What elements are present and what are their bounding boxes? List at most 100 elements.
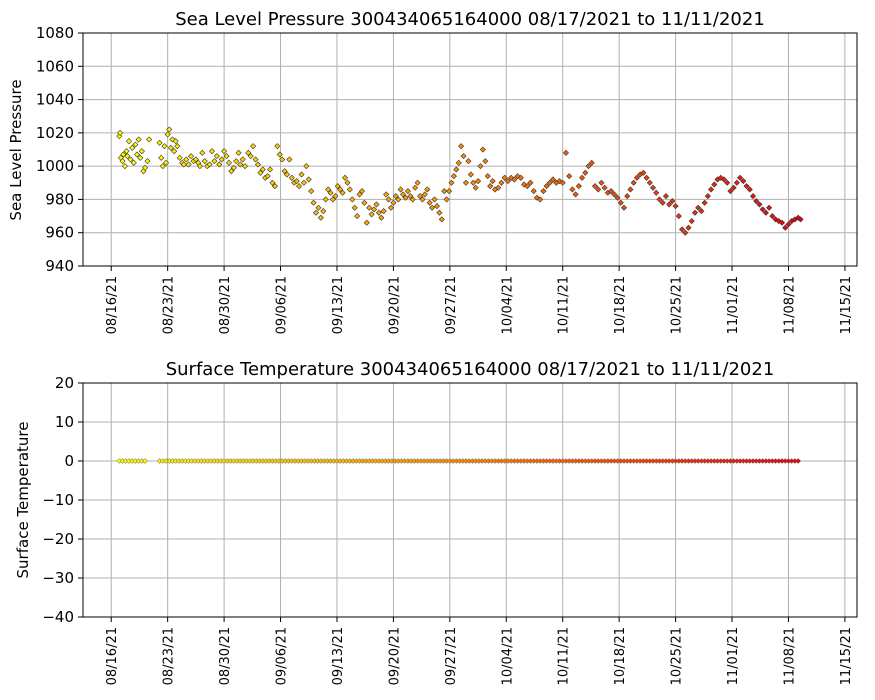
x-tick-label: 10/11/21 [557,627,572,685]
data-point [264,173,271,180]
data-point [346,186,353,193]
data-point [216,161,223,168]
data-point [172,138,179,145]
data-point [643,174,650,181]
x-tick-label: 09/20/21 [387,627,402,685]
data-point [482,158,489,165]
data-point [720,176,727,183]
data-point [239,156,246,163]
data-point [368,211,375,218]
data-point [414,179,421,186]
data-point [691,209,698,216]
x-tick-label: 09/20/21 [387,276,402,334]
x-tick-label: 08/16/21 [105,627,120,685]
data-point [371,206,378,213]
data-point [598,179,605,186]
data-point [675,213,682,220]
data-point [298,171,305,178]
data-point [283,171,291,178]
data-point [332,193,339,200]
data-point [312,209,320,216]
data-point [511,176,518,183]
data-point [559,179,566,186]
data-point [296,183,303,190]
temperature-y-ticks: −40 −30 −20 −10 0 10 20 [42,374,83,626]
pressure-grid [83,32,857,267]
data-point [320,208,327,215]
data-point [138,148,145,155]
data-point [601,184,608,191]
data-point [769,213,776,220]
pressure-chart: Sea Level Pressure 300434065164000 08/17… [7,9,858,334]
data-point [591,183,598,190]
y-tick-label: 1060 [36,57,74,75]
data-point [785,221,792,228]
data-point [163,159,170,166]
data-point [119,158,126,165]
data-point [144,158,151,165]
y-tick-label: 940 [45,257,74,275]
data-point [717,174,724,181]
pressure-plot-frame [82,32,858,267]
data-point [416,193,424,200]
data-point [213,153,220,160]
data-point [156,139,163,146]
data-point [479,146,486,153]
data-point [436,209,443,216]
data-point [433,203,440,210]
data-point [159,163,166,170]
data-point [472,184,479,191]
data-point [180,161,187,168]
data-point [385,196,392,203]
data-point [666,201,673,208]
data-point [465,158,472,165]
data-point [378,214,385,221]
data-point [740,178,747,185]
data-point [569,186,576,193]
data-point [310,199,317,206]
data-point [588,159,595,166]
data-point [166,126,173,133]
x-tick-label: 10/11/21 [557,276,572,334]
data-point [575,183,582,190]
data-point [349,196,356,203]
y-tick-label: 1020 [36,124,74,142]
data-point [176,154,183,161]
data-point [267,166,274,173]
data-point [669,198,676,205]
data-point [487,183,494,190]
temperature-grid [83,382,857,618]
data-point [448,179,455,186]
pressure-y-ticks: 940 960 980 1000 1020 1040 1060 1080 [36,24,83,275]
x-tick-label: 08/30/21 [218,276,233,334]
data-point [404,188,411,195]
data-point [167,144,174,151]
data-point [269,179,276,186]
x-tick-label: 10/04/21 [500,276,515,334]
data-point [685,224,692,231]
data-point [412,184,419,191]
x-tick-label: 11/08/21 [782,627,797,685]
data-point [279,156,286,163]
data-point [756,201,763,208]
data-point [620,204,628,211]
data-point [188,153,195,160]
data-point [342,174,349,181]
data-point [656,196,663,203]
data-point [308,188,315,195]
data-point [659,199,666,206]
temperature-y-axis-label: Surface Temperature [14,422,32,579]
data-point [460,153,467,160]
data-point [211,158,218,165]
data-point [127,156,134,163]
y-tick-label: −10 [42,491,74,509]
y-tick-label: 960 [45,224,74,242]
y-tick-label: 980 [45,190,74,208]
data-point [392,193,399,200]
data-point [237,161,244,168]
data-point [402,194,409,201]
data-point [322,196,329,203]
x-tick-label: 11/01/21 [726,627,741,685]
x-tick-label: 11/15/21 [839,627,854,685]
data-point [498,179,505,186]
